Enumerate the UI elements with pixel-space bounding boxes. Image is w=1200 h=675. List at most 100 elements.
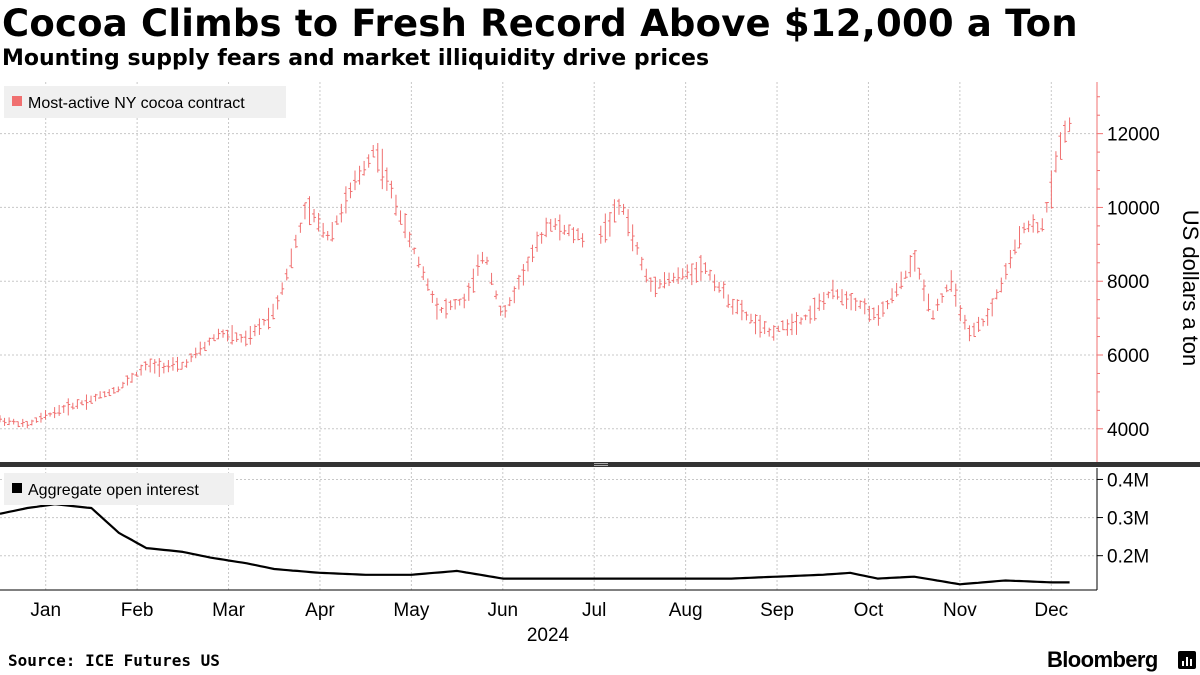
- price-bar: [79, 400, 84, 406]
- price-bar: [548, 218, 553, 232]
- price-bar: [671, 272, 676, 283]
- price-bar: [494, 290, 499, 300]
- price-bar: [931, 310, 936, 320]
- price-bar: [712, 274, 717, 292]
- price-bar: [175, 356, 180, 372]
- price-bar: [339, 203, 344, 223]
- price-bar: [484, 256, 489, 265]
- price-bar: [316, 212, 321, 232]
- oi-legend-box: [4, 473, 234, 505]
- oi-legend-swatch: [12, 483, 22, 493]
- panel-divider[interactable]: [0, 462, 1200, 467]
- price-bar: [894, 282, 899, 297]
- price-series: [0, 117, 1072, 429]
- price-bar: [899, 271, 904, 290]
- price-bar: [416, 256, 421, 268]
- price-bar: [812, 297, 817, 321]
- price-bar: [11, 418, 16, 425]
- price-bar: [280, 282, 285, 295]
- price-bar: [789, 313, 794, 336]
- price-bar: [826, 291, 831, 299]
- price-bar: [61, 404, 66, 413]
- price-bar: [293, 234, 298, 249]
- price-bar: [66, 398, 71, 416]
- price-bar: [457, 298, 462, 306]
- price-bar: [780, 320, 785, 331]
- price-bar: [134, 371, 139, 377]
- price-bar: [207, 337, 212, 346]
- price-bar: [803, 314, 808, 321]
- price-bar: [735, 299, 740, 315]
- price-bar: [243, 330, 248, 347]
- price-bar: [849, 293, 854, 311]
- price-bar: [940, 293, 945, 303]
- x-tick-label: Jun: [487, 600, 518, 621]
- price-bar: [439, 307, 444, 313]
- price-bar: [353, 170, 358, 191]
- price-bar: [216, 328, 221, 340]
- price-bar: [967, 325, 972, 342]
- price-bar: [676, 267, 681, 284]
- price-bar: [657, 279, 662, 289]
- price-bar: [544, 217, 549, 238]
- source-note: Source: ICE Futures US: [8, 651, 220, 670]
- price-bar: [148, 358, 153, 373]
- x-tick-label: Apr: [305, 600, 335, 621]
- price-bar: [248, 325, 253, 345]
- price-bar: [871, 307, 876, 321]
- price-bar: [116, 386, 121, 393]
- price-bar: [521, 264, 526, 286]
- price-bar: [885, 300, 890, 310]
- price-bar: [817, 293, 822, 311]
- price-bar: [0, 415, 2, 423]
- price-bar: [38, 412, 43, 423]
- price-bar: [530, 244, 535, 263]
- price-bar: [771, 325, 776, 341]
- price-bar: [1012, 239, 1017, 255]
- price-bar: [375, 143, 380, 173]
- price-bar: [689, 263, 694, 286]
- price-bar: [252, 324, 257, 337]
- price-bar: [958, 305, 963, 322]
- price-bar: [748, 313, 753, 324]
- price-bar: [648, 277, 653, 292]
- price-bar: [125, 375, 130, 386]
- price-tick-label: 10000: [1107, 198, 1160, 219]
- price-bar: [43, 410, 48, 420]
- price-bar: [93, 393, 98, 402]
- price-bar: [903, 270, 908, 279]
- price-bar: [421, 266, 426, 281]
- price-bar: [553, 218, 558, 230]
- price-bar: [129, 372, 134, 383]
- open-interest-line: [0, 503, 1070, 586]
- price-bar: [635, 242, 640, 255]
- price-bar: [57, 404, 62, 416]
- price-bar: [453, 299, 458, 310]
- bloomberg-chart-icon: [1178, 651, 1196, 669]
- price-bar: [407, 231, 412, 248]
- price-bar: [111, 387, 116, 394]
- price-bar: [862, 298, 867, 315]
- price-bar: [357, 165, 362, 185]
- axis-layer: Jan Feb Mar Apr May Jun Jul Aug Sep Oct Nov Dec 4000…: [0, 82, 1160, 621]
- price-bar: [1003, 263, 1008, 280]
- price-bar: [462, 293, 467, 309]
- price-bar: [202, 341, 207, 352]
- price-bar: [471, 268, 476, 293]
- price-bar: [667, 272, 672, 287]
- price-bar: [48, 412, 53, 417]
- price-bar: [330, 222, 335, 242]
- price-bar: [1063, 120, 1068, 143]
- price-bar: [348, 182, 353, 199]
- price-bar: [653, 276, 658, 298]
- price-bar: [985, 308, 990, 326]
- price-bar: [89, 395, 94, 404]
- oi-tick-label: 0.4M: [1107, 470, 1149, 491]
- price-bar: [876, 305, 881, 326]
- price-bar: [507, 297, 512, 307]
- price-bar: [630, 224, 635, 252]
- price-bar: [717, 281, 722, 293]
- price-bar: [621, 203, 626, 215]
- price-bar: [840, 289, 845, 306]
- price-bar: [98, 391, 103, 399]
